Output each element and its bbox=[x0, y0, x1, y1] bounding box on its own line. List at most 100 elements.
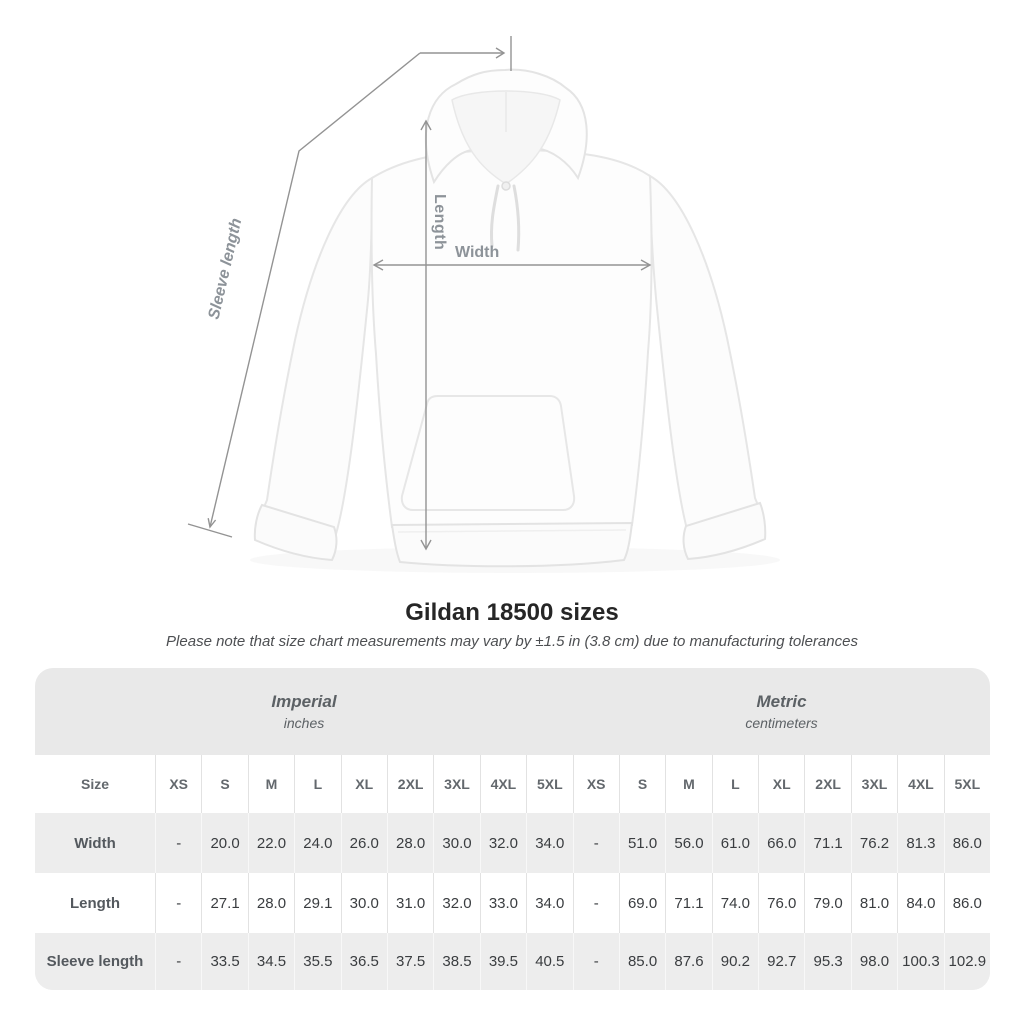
sleeve-bottom-tick bbox=[187, 523, 233, 538]
width-arrowhead-right bbox=[640, 259, 652, 271]
table-cell: 102.9 bbox=[943, 933, 990, 990]
size-column-header: S bbox=[618, 755, 665, 813]
table-cell: 22.0 bbox=[247, 813, 294, 873]
table-cell: 61.0 bbox=[711, 813, 758, 873]
length-measure-label: Length bbox=[431, 194, 448, 251]
table-cell: 56.0 bbox=[665, 813, 711, 873]
hoodie-hem bbox=[390, 521, 634, 568]
size-column-header: 4XL bbox=[897, 755, 943, 813]
size-column-header: 5XL bbox=[943, 755, 990, 813]
imperial-group-unit: inches bbox=[283, 715, 325, 731]
width-measure-label: Width bbox=[455, 244, 500, 261]
size-column-header: 2XL bbox=[386, 755, 433, 813]
table-row: Width -20.0 22.0 24.0 26.0 28.0 30.0 32.0 34.0-5… bbox=[35, 813, 990, 873]
table-cell: 74.0 bbox=[711, 873, 758, 933]
size-column-header: 5XL bbox=[526, 755, 572, 813]
table-cell: 71.1 bbox=[665, 873, 711, 933]
table-row: Sleeve length -33.5 34.5 35.5 36.5 37.5 38.5 39… bbox=[35, 933, 990, 990]
drawstring-right bbox=[512, 184, 521, 252]
table-cell: 33.0 bbox=[479, 873, 526, 933]
size-column-header: M bbox=[247, 755, 294, 813]
hoodie-right-cuff bbox=[682, 501, 767, 561]
table-cell: 90.2 bbox=[711, 933, 758, 990]
length-arrowhead-top bbox=[420, 119, 432, 131]
table-cell: 36.5 bbox=[340, 933, 387, 990]
table-cell: - bbox=[572, 933, 619, 990]
table-cell: 84.0 bbox=[897, 873, 943, 933]
table-cell: 38.5 bbox=[433, 933, 479, 990]
metric-group-header: Metric centimeters bbox=[573, 668, 990, 755]
table-cell: 34.5 bbox=[247, 933, 294, 990]
hoodie-left-sleeve bbox=[260, 176, 374, 536]
table-cell: 30.0 bbox=[340, 873, 387, 933]
table-cell: 30.0 bbox=[433, 813, 479, 873]
table-cell: 81.3 bbox=[897, 813, 943, 873]
drawstring-knot bbox=[501, 181, 511, 191]
table-cell: 71.1 bbox=[804, 813, 850, 873]
table-cell: 24.0 bbox=[294, 813, 340, 873]
measurement-lines bbox=[187, 36, 652, 551]
size-column-header: S bbox=[201, 755, 247, 813]
table-cell: - bbox=[155, 933, 201, 990]
table-cell: 31.0 bbox=[386, 873, 433, 933]
table-cell: - bbox=[155, 873, 201, 933]
table-cell: 98.0 bbox=[850, 933, 897, 990]
unit-group-band: Imperial inches Metric centimeters bbox=[35, 668, 990, 755]
metric-group-title: Metric bbox=[756, 692, 807, 711]
table-cell: 32.0 bbox=[433, 873, 479, 933]
imperial-group-header: Imperial inches bbox=[35, 668, 573, 755]
table-cell: 40.5 bbox=[526, 933, 572, 990]
table-cell: 29.1 bbox=[294, 873, 340, 933]
table-cell: 33.5 bbox=[201, 933, 247, 990]
hoodie-diagram bbox=[187, 36, 767, 568]
drawstring-left bbox=[490, 184, 500, 248]
table-cell: 86.0 bbox=[943, 813, 990, 873]
size-table-rows: Size XS S M L XL 2XL 3XL 4XL 5XL XS S M L XL 2XL 3XL 4XL 5… bbox=[35, 755, 990, 990]
table-cell: - bbox=[572, 813, 619, 873]
table-cell: - bbox=[572, 873, 619, 933]
table-cell: 27.1 bbox=[201, 873, 247, 933]
hem-stitch-line bbox=[397, 529, 627, 533]
width-arrowhead-left bbox=[372, 259, 384, 271]
imperial-group-title: Imperial bbox=[271, 692, 337, 711]
size-column-header: L bbox=[294, 755, 340, 813]
size-column-header: M bbox=[665, 755, 711, 813]
hoodie-right-sleeve bbox=[648, 174, 762, 535]
hoodie-pocket bbox=[400, 395, 576, 511]
table-cell: 100.3 bbox=[897, 933, 943, 990]
size-column-header: XS bbox=[155, 755, 201, 813]
table-cell: 37.5 bbox=[386, 933, 433, 990]
table-cell: 69.0 bbox=[618, 873, 665, 933]
table-cell: - bbox=[155, 813, 201, 873]
table-cell: 76.0 bbox=[758, 873, 804, 933]
size-column-header: XS bbox=[572, 755, 619, 813]
sleeve-arrowhead-top bbox=[495, 47, 506, 59]
row-label: Length bbox=[70, 894, 120, 912]
sleeve-arrowhead-bottom bbox=[207, 518, 217, 529]
table-cell: 76.2 bbox=[850, 813, 897, 873]
size-column-header: XL bbox=[340, 755, 387, 813]
table-cell: 92.7 bbox=[758, 933, 804, 990]
table-cell: 95.3 bbox=[804, 933, 850, 990]
tolerance-note: Please note that size chart measurements… bbox=[166, 633, 858, 650]
table-cell: 28.0 bbox=[386, 813, 433, 873]
table-cell: 85.0 bbox=[618, 933, 665, 990]
size-header-label: Size bbox=[80, 776, 109, 792]
table-cell: 34.0 bbox=[526, 813, 572, 873]
table-cell: 20.0 bbox=[201, 813, 247, 873]
table-cell: 32.0 bbox=[479, 813, 526, 873]
length-arrowhead-bottom bbox=[420, 539, 432, 551]
table-row: Length -27.1 28.0 29.1 30.0 31.0 32.0 33.0 34.0-… bbox=[35, 873, 990, 933]
row-label: Width bbox=[74, 834, 116, 852]
row-label: Sleeve length bbox=[46, 953, 144, 970]
sleeve-diagonal-line bbox=[209, 52, 421, 528]
size-column-header: 2XL bbox=[804, 755, 850, 813]
table-header-row: Size XS S M L XL 2XL 3XL 4XL 5XL XS S M L XL 2XL 3XL 4XL 5… bbox=[35, 755, 990, 813]
size-column-header: 3XL bbox=[433, 755, 479, 813]
hoodie-left-cuff bbox=[253, 503, 338, 562]
table-cell: 35.5 bbox=[294, 933, 340, 990]
metric-group-unit: centimeters bbox=[745, 715, 818, 731]
size-column-header: L bbox=[711, 755, 758, 813]
table-cell: 87.6 bbox=[665, 933, 711, 990]
